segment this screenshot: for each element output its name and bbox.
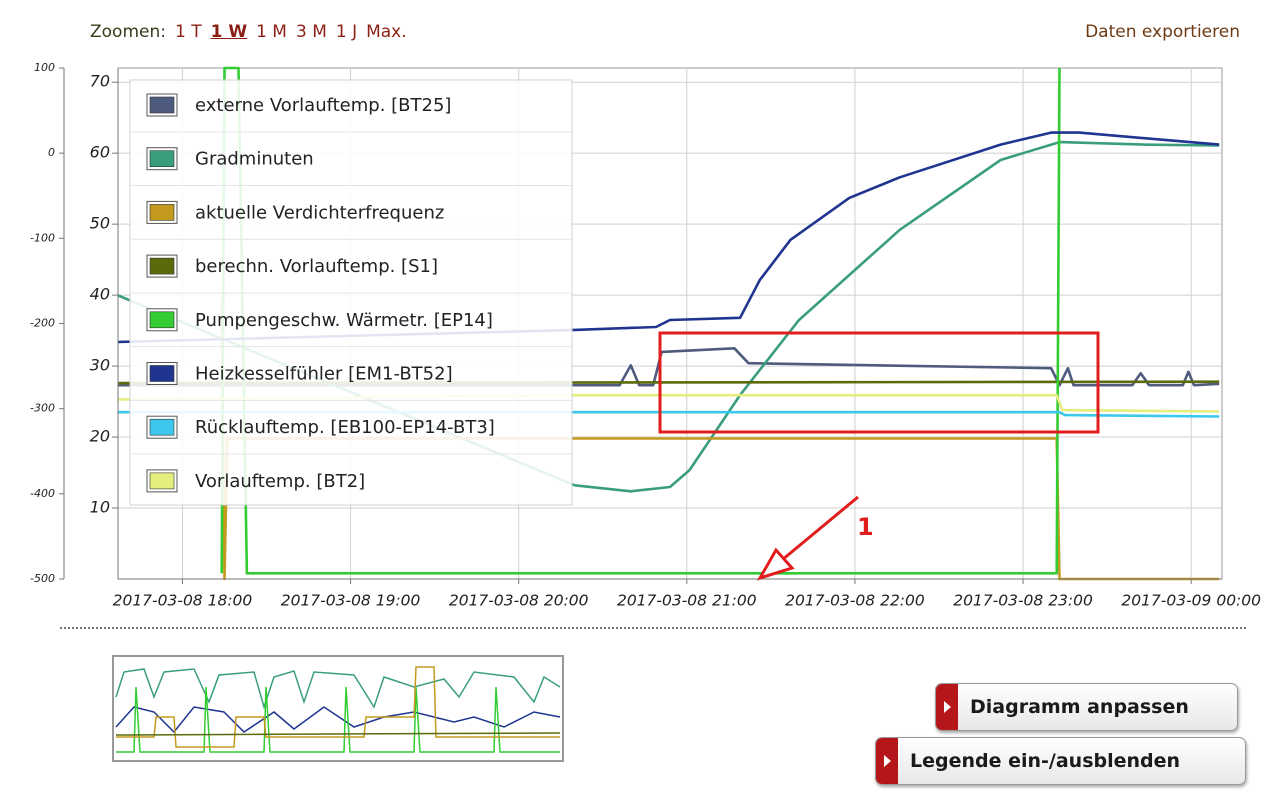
navigator[interactable] bbox=[112, 655, 564, 762]
y2-tick-label: 100 bbox=[34, 61, 55, 74]
x-tick-label: 2017-03-09 00:00 bbox=[1121, 592, 1261, 610]
navigator-line bbox=[115, 668, 561, 710]
series-line bbox=[118, 131, 1220, 344]
legend: externe Vorlauftemp. [BT25] Gradminuten ak… bbox=[129, 79, 573, 506]
series-line bbox=[118, 347, 1220, 387]
chart: externe Vorlauftemp. [BT25] Gradminuten ak… bbox=[30, 61, 1261, 610]
legend-swatch bbox=[149, 204, 175, 221]
legend-label[interactable]: Pumpengeschw. Wärmetr. [EP14] bbox=[195, 310, 493, 331]
legend-swatch bbox=[149, 150, 175, 167]
legend-label[interactable]: externe Vorlauftemp. [BT25] bbox=[195, 95, 451, 116]
zoom-option[interactable]: 1 W bbox=[210, 22, 248, 42]
x-tick-label: 2017-03-08 18:00 bbox=[113, 592, 253, 610]
y-tick-label: 70 bbox=[90, 72, 110, 91]
annotation-label: 1 bbox=[857, 513, 874, 541]
zoom-toolbar: Zoomen: 1 T 1 W 1 M 3 M 1 J Max. bbox=[90, 22, 407, 42]
x-tick-label: 2017-03-08 21:00 bbox=[617, 592, 757, 610]
y2-tick-label: -300 bbox=[30, 402, 55, 415]
legend-label[interactable]: Vorlauftemp. [BT2] bbox=[195, 471, 365, 492]
legend-label[interactable]: aktuelle Verdichterfrequenz bbox=[195, 202, 444, 223]
navigator-line bbox=[115, 706, 561, 734]
y-tick-label: 50 bbox=[90, 214, 110, 233]
y-tick-label: 10 bbox=[90, 498, 110, 517]
legend-swatch bbox=[149, 96, 175, 114]
annotation: 1 bbox=[658, 331, 1100, 581]
x-tick-label: 2017-03-08 22:00 bbox=[785, 592, 925, 610]
y2-tick-label: 0 bbox=[48, 146, 55, 159]
y2-tick-label: -500 bbox=[30, 572, 55, 585]
y-tick-label: 30 bbox=[90, 356, 110, 375]
legend-swatch bbox=[149, 311, 175, 329]
navigator-preview bbox=[115, 666, 561, 753]
arrow-shaft bbox=[781, 495, 859, 562]
series-line bbox=[118, 140, 1220, 493]
x-tick-label: 2017-03-08 20:00 bbox=[449, 592, 589, 610]
y2-tick-label: -100 bbox=[30, 231, 55, 244]
legend-swatch bbox=[149, 418, 175, 436]
y2-tick-label: -200 bbox=[30, 317, 55, 330]
navigator-line bbox=[115, 732, 561, 736]
legend-swatch bbox=[149, 365, 175, 382]
export-link[interactable]: Daten exportieren bbox=[1085, 22, 1240, 42]
zoom-option[interactable]: 3 M bbox=[295, 22, 327, 42]
y2-tick-label: -400 bbox=[30, 487, 55, 500]
navigator-line bbox=[116, 686, 560, 753]
x-tick-label: 2017-03-08 19:00 bbox=[281, 592, 421, 610]
x-tick-label: 2017-03-08 23:00 bbox=[953, 592, 1093, 610]
legend-swatch bbox=[149, 472, 175, 490]
axes: 10 20 30 40 50 60 70 -500 -400 -300 -200 -100 0 100 20… bbox=[30, 61, 1261, 610]
zoom-option[interactable]: 1 M bbox=[256, 22, 287, 42]
legend-label[interactable]: Rücklauftemp. [EB100-EP14-BT3] bbox=[195, 417, 495, 438]
y-tick-label: 40 bbox=[90, 285, 110, 304]
separator bbox=[60, 627, 1246, 629]
y-tick-label: 60 bbox=[90, 143, 110, 162]
zoom-option[interactable]: 1 J bbox=[335, 22, 358, 42]
arrow-head bbox=[756, 547, 795, 581]
legend-toggle-button[interactable]: Legende ein-/ausblenden bbox=[875, 737, 1246, 785]
customize-button[interactable]: Diagramm anpassen bbox=[935, 683, 1238, 731]
button-label: Legende ein-/ausblenden bbox=[910, 750, 1181, 772]
highlight-box bbox=[658, 331, 1100, 434]
zoom-option[interactable]: Max. bbox=[366, 22, 407, 42]
legend-label[interactable]: berechn. Vorlauftemp. [S1] bbox=[195, 256, 438, 277]
y-tick-label: 20 bbox=[90, 427, 110, 446]
legend-swatch bbox=[149, 257, 175, 275]
legend-label[interactable]: Gradminuten bbox=[195, 149, 314, 170]
legend-label[interactable]: Heizkesselfühler [EM1-BT52] bbox=[195, 364, 453, 385]
navigator-line bbox=[116, 666, 560, 748]
zoom-label: Zoomen: bbox=[90, 22, 166, 42]
series-line bbox=[118, 410, 1220, 418]
zoom-option[interactable]: 1 T bbox=[174, 22, 202, 42]
button-label: Diagramm anpassen bbox=[970, 696, 1189, 718]
